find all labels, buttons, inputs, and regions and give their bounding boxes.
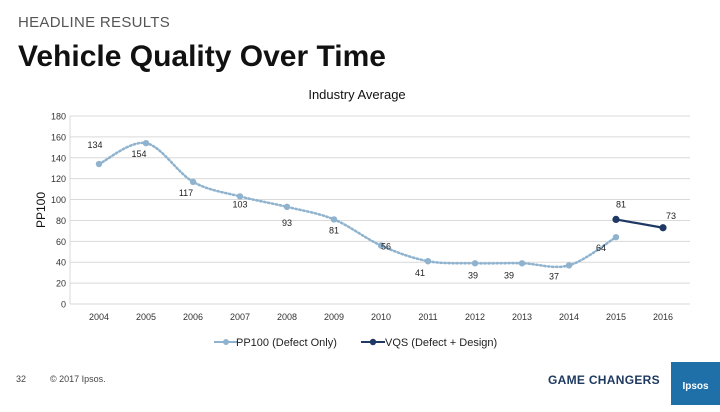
x-tick-label: 2004 <box>89 312 109 322</box>
legend-label-vqs: VQS (Defect + Design) <box>385 337 497 349</box>
y-tick-label: 100 <box>51 195 66 205</box>
x-tick-label: 2013 <box>512 312 532 322</box>
copyright-text: © 2017 Ipsos. <box>50 374 106 384</box>
point-pp100-2007 <box>236 193 244 200</box>
x-tick-label: 2007 <box>230 312 250 322</box>
data-label-pp100-2012: 39 <box>468 270 478 280</box>
data-label-pp100-2013: 39 <box>504 270 514 280</box>
data-label-pp100-2014: 37 <box>549 271 559 281</box>
point-pp100-2010 <box>377 242 385 249</box>
data-label-pp100-2006: 117 <box>179 188 193 198</box>
legend-marker-pp100 <box>223 339 229 345</box>
x-tick-label: 2006 <box>183 312 203 322</box>
chart-title: Industry Average <box>308 87 405 102</box>
point-pp100-2012 <box>471 260 479 267</box>
point-pp100-2013 <box>518 260 526 267</box>
data-label-pp100-2008: 93 <box>282 218 292 228</box>
y-tick-label: 180 <box>51 112 66 122</box>
legend-marker-vqs <box>369 338 377 346</box>
legend-label-pp100: PP100 (Defect Only) <box>236 337 337 349</box>
data-label-pp100-2009: 81 <box>329 225 339 235</box>
x-tick-label: 2008 <box>277 312 297 322</box>
data-label-vqs-2015: 81 <box>616 199 626 209</box>
series <box>95 139 667 269</box>
point-pp100-2005 <box>142 139 150 147</box>
x-tick-label: 2012 <box>465 312 485 322</box>
y-tick-label: 0 <box>61 300 66 310</box>
point-pp100-2009 <box>330 216 338 223</box>
page-number: 32 <box>16 374 27 384</box>
y-tick-label: 60 <box>56 237 66 247</box>
y-axis-label: PP100 <box>34 192 48 228</box>
y-tick-label: 80 <box>56 216 66 226</box>
x-tick-label: 2010 <box>371 312 391 322</box>
x-tick-label: 2016 <box>653 312 673 322</box>
data-label-pp100-2010: 56 <box>381 242 391 252</box>
series-line-pp100 <box>97 141 618 269</box>
data-label-pp100-2011: 41 <box>415 268 425 278</box>
section-label: HEADLINE RESULTS <box>18 14 171 31</box>
x-tick-label: 2005 <box>136 312 156 322</box>
y-tick-label: 120 <box>51 174 66 184</box>
data-label-pp100-2007: 103 <box>232 199 247 209</box>
point-pp100-2006 <box>189 178 197 185</box>
point-pp100-2008 <box>283 203 291 211</box>
brand-text: GAME CHANGERS <box>548 373 660 387</box>
x-tick-label: 2015 <box>606 312 626 322</box>
page-title: Vehicle Quality Over Time <box>18 40 386 73</box>
data-label-pp100-2005: 154 <box>131 149 146 159</box>
point-pp100-2004 <box>95 160 103 168</box>
x-tick-label: 2014 <box>559 312 579 322</box>
data-label-pp100-2015: 64 <box>596 243 606 253</box>
axis-ticks: 0 20 40 60 80 100 120 140 160 180 2004 2005 2006 2007… <box>51 112 673 323</box>
x-tick-label: 2009 <box>324 312 344 322</box>
point-vqs-2015 <box>612 215 620 223</box>
y-tick-label: 20 <box>56 279 66 289</box>
series-line-vqs <box>615 218 664 229</box>
point-pp100-2015 <box>612 233 620 241</box>
point-vqs-2016 <box>659 224 667 232</box>
y-tick-label: 40 <box>56 258 66 268</box>
data-labels: 134 154 117 103 93 81 56 41 39 39 37 64 81 73 <box>87 140 676 281</box>
data-label-pp100-2004: 134 <box>87 140 102 150</box>
legend: PP100 (Defect Only) VQS (Defect + Design) <box>214 337 497 349</box>
point-pp100-2011 <box>424 257 432 265</box>
data-label-vqs-2016: 73 <box>666 211 676 221</box>
y-tick-label: 160 <box>51 132 66 142</box>
gridlines <box>69 115 690 305</box>
point-pp100-2014 <box>565 262 573 269</box>
ipsos-logo: Ipsos <box>671 362 720 405</box>
x-tick-label: 2011 <box>418 312 437 322</box>
y-tick-label: 140 <box>51 153 66 163</box>
